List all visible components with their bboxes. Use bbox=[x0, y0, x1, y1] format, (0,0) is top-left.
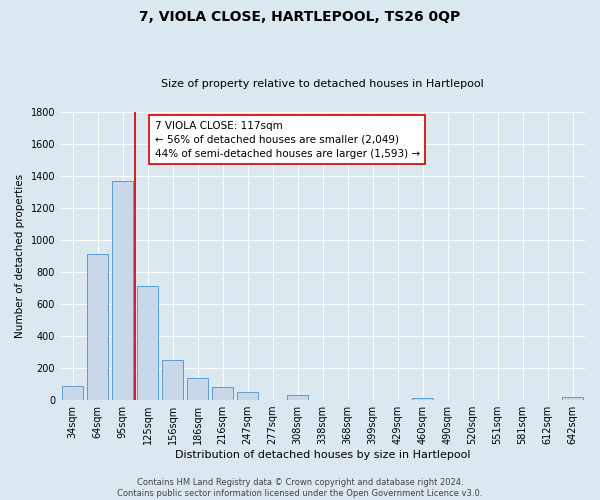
X-axis label: Distribution of detached houses by size in Hartlepool: Distribution of detached houses by size … bbox=[175, 450, 470, 460]
Bar bbox=[187, 378, 208, 400]
Y-axis label: Number of detached properties: Number of detached properties bbox=[15, 174, 25, 338]
Bar bbox=[112, 181, 133, 400]
Bar bbox=[62, 386, 83, 400]
Bar bbox=[137, 286, 158, 400]
Title: Size of property relative to detached houses in Hartlepool: Size of property relative to detached ho… bbox=[161, 79, 484, 89]
Bar bbox=[212, 388, 233, 400]
Text: 7, VIOLA CLOSE, HARTLEPOOL, TS26 0QP: 7, VIOLA CLOSE, HARTLEPOOL, TS26 0QP bbox=[139, 10, 461, 24]
Bar bbox=[412, 398, 433, 400]
Bar bbox=[87, 254, 108, 400]
Bar bbox=[562, 397, 583, 400]
Bar bbox=[237, 392, 258, 400]
Bar bbox=[287, 396, 308, 400]
Text: Contains HM Land Registry data © Crown copyright and database right 2024.
Contai: Contains HM Land Registry data © Crown c… bbox=[118, 478, 482, 498]
Text: 7 VIOLA CLOSE: 117sqm
← 56% of detached houses are smaller (2,049)
44% of semi-d: 7 VIOLA CLOSE: 117sqm ← 56% of detached … bbox=[155, 120, 419, 158]
Bar bbox=[162, 360, 183, 400]
